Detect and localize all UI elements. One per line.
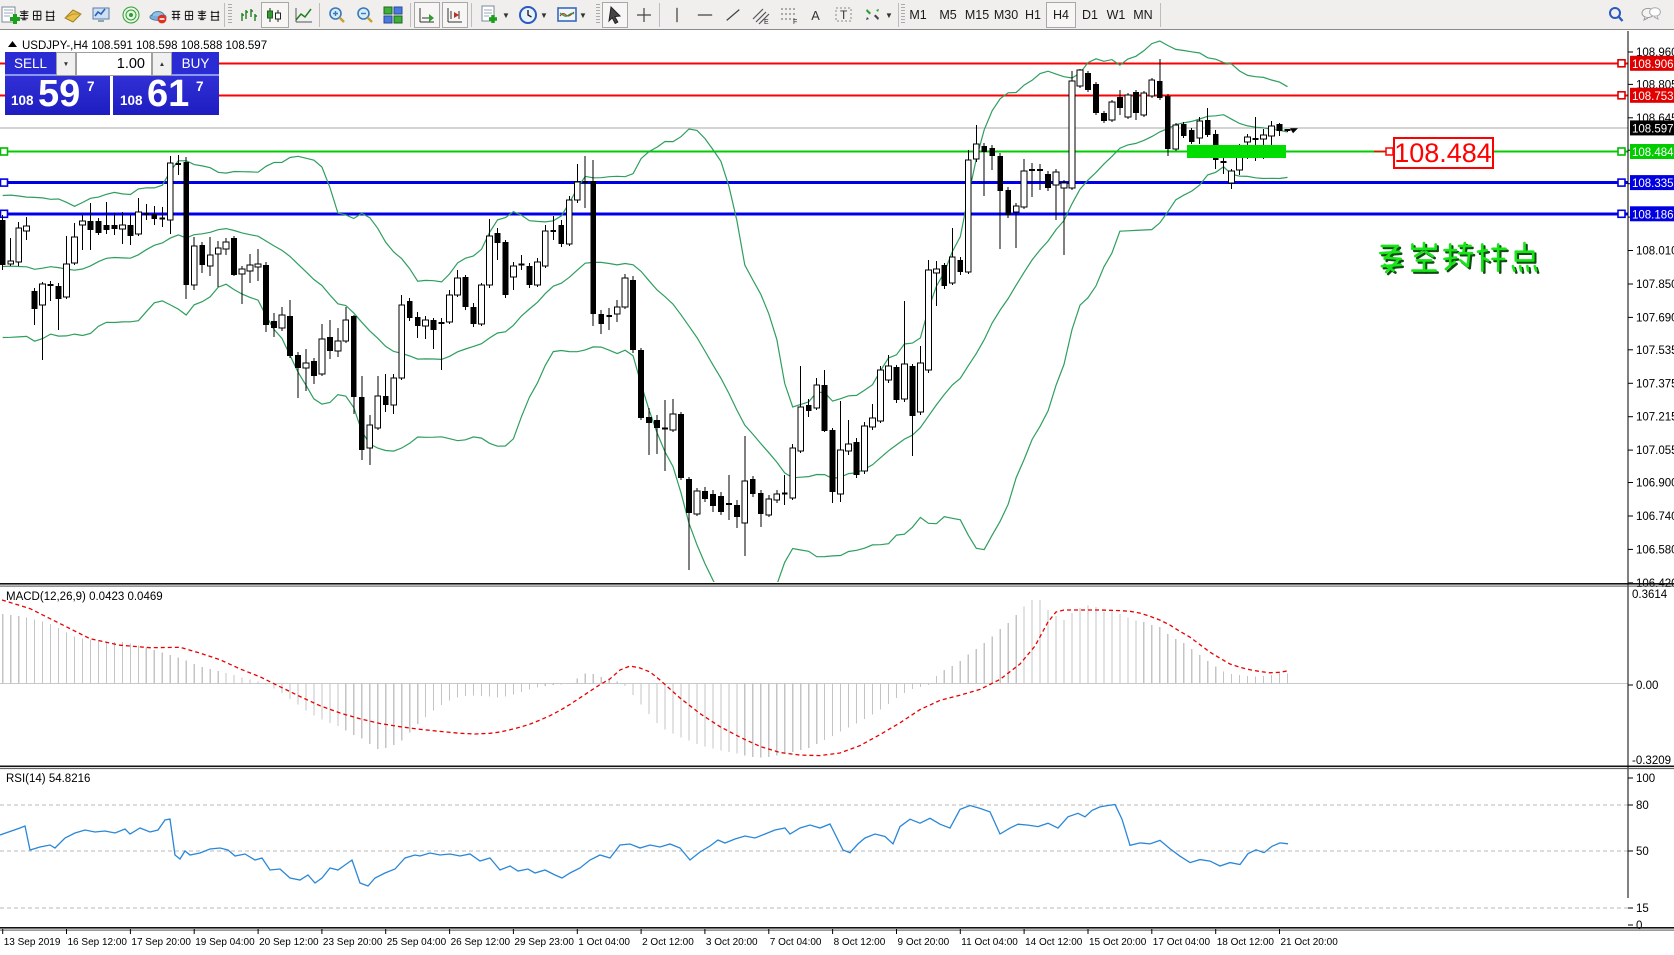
svg-text:108.186: 108.186 — [1632, 209, 1674, 221]
svg-text:107.850: 107.850 — [1636, 279, 1674, 291]
svg-text:106.740: 106.740 — [1636, 511, 1674, 523]
svg-text:100: 100 — [1636, 773, 1655, 785]
svg-text:9 Oct 20:00: 9 Oct 20:00 — [898, 937, 950, 948]
svg-text:1 Oct 04:00: 1 Oct 04:00 — [578, 937, 630, 948]
svg-text:MACD(12,26,9) 0.0423 0.0469: MACD(12,26,9) 0.0423 0.0469 — [6, 591, 163, 603]
svg-text:108.484: 108.484 — [1394, 138, 1492, 168]
svg-text:107.055: 107.055 — [1636, 445, 1674, 457]
svg-text:E: E — [764, 19, 769, 25]
svg-text:29 Sep 23:00: 29 Sep 23:00 — [514, 937, 574, 948]
svg-text:2 Oct 12:00: 2 Oct 12:00 — [642, 937, 694, 948]
svg-text:A: A — [811, 8, 820, 23]
svg-text:25 Sep 04:00: 25 Sep 04:00 — [387, 937, 447, 948]
svg-text:0.3614: 0.3614 — [1632, 589, 1668, 601]
svg-text:26 Sep 12:00: 26 Sep 12:00 — [451, 937, 511, 948]
svg-text:11 Oct 04:00: 11 Oct 04:00 — [961, 937, 1018, 948]
svg-text:108.010: 108.010 — [1636, 246, 1674, 258]
svg-text:108.484: 108.484 — [1632, 147, 1674, 159]
svg-text:RSI(14) 54.8216: RSI(14) 54.8216 — [6, 773, 90, 785]
svg-text:108.597: 108.597 — [1632, 123, 1674, 135]
svg-text:107.690: 107.690 — [1636, 312, 1674, 324]
svg-text:18 Oct 12:00: 18 Oct 12:00 — [1217, 937, 1275, 948]
svg-text:20 Sep 12:00: 20 Sep 12:00 — [259, 937, 319, 948]
svg-text:106.580: 106.580 — [1636, 544, 1674, 556]
svg-text:106.900: 106.900 — [1636, 478, 1674, 490]
svg-text:0: 0 — [1636, 920, 1642, 932]
svg-text:F: F — [793, 19, 797, 25]
svg-text:107.215: 107.215 — [1636, 412, 1674, 424]
svg-text:15: 15 — [1636, 903, 1649, 915]
svg-text:0.00: 0.00 — [1636, 680, 1658, 692]
svg-text:50: 50 — [1636, 846, 1649, 858]
svg-text:17 Sep 20:00: 17 Sep 20:00 — [131, 937, 191, 948]
svg-text:23 Sep 20:00: 23 Sep 20:00 — [323, 937, 383, 948]
svg-text:16 Sep 12:00: 16 Sep 12:00 — [68, 937, 128, 948]
svg-text:8 Oct 12:00: 8 Oct 12:00 — [834, 937, 886, 948]
svg-text:13 Sep 2019: 13 Sep 2019 — [4, 937, 61, 948]
svg-text:T: T — [840, 8, 848, 22]
svg-text:80: 80 — [1636, 800, 1649, 812]
svg-text:108.335: 108.335 — [1632, 178, 1674, 190]
svg-text:14 Oct 12:00: 14 Oct 12:00 — [1025, 937, 1083, 948]
svg-text:17 Oct 04:00: 17 Oct 04:00 — [1153, 937, 1211, 948]
svg-text:-0.3209: -0.3209 — [1632, 755, 1671, 767]
svg-text:107.535: 107.535 — [1636, 345, 1674, 357]
svg-text:7 Oct 04:00: 7 Oct 04:00 — [770, 937, 822, 948]
svg-text:USDJPY-,H4 108.591 108.598 10: USDJPY-,H4 108.591 108.598 108.588 108.5… — [22, 40, 267, 52]
svg-text:15 Oct 20:00: 15 Oct 20:00 — [1089, 937, 1147, 948]
svg-text:21 Oct 20:00: 21 Oct 20:00 — [1281, 937, 1339, 948]
svg-text:19 Sep 04:00: 19 Sep 04:00 — [195, 937, 255, 948]
svg-text:3 Oct 20:00: 3 Oct 20:00 — [706, 937, 758, 948]
svg-text:108.753: 108.753 — [1632, 91, 1674, 103]
svg-text:108.906: 108.906 — [1632, 59, 1674, 71]
svg-text:107.375: 107.375 — [1636, 378, 1674, 390]
